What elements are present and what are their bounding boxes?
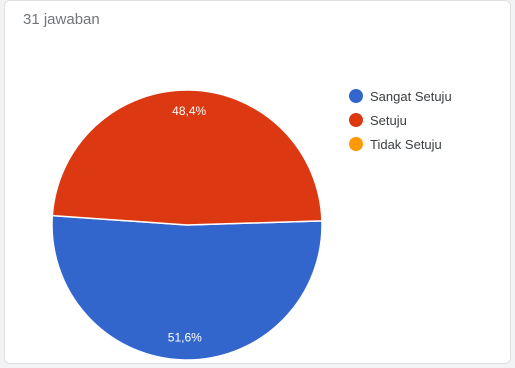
legend-swatch-tidak-setuju	[349, 137, 363, 151]
legend-swatch-sangat-setuju	[349, 89, 363, 103]
legend-item-sangat-setuju[interactable]: Sangat Setuju	[349, 84, 452, 108]
slice-sangat-setuju[interactable]	[51, 214, 323, 361]
legend-swatch-setuju	[349, 113, 363, 127]
legend-item-tidak-setuju[interactable]: Tidak Setuju	[349, 132, 452, 156]
chart-legend: Sangat Setuju Setuju Tidak Setuju	[349, 84, 452, 156]
legend-label-setuju: Setuju	[370, 112, 407, 128]
slice-setuju[interactable]	[51, 89, 323, 226]
legend-item-setuju[interactable]: Setuju	[349, 108, 452, 132]
response-count: 31 jawaban	[23, 11, 100, 28]
slice-label-sangat-setuju: 51,6%	[168, 331, 202, 345]
legend-label-sangat-setuju: Sangat Setuju	[370, 88, 452, 104]
legend-label-tidak-setuju: Tidak Setuju	[370, 136, 442, 152]
slice-label-setuju: 48,4%	[172, 104, 206, 118]
